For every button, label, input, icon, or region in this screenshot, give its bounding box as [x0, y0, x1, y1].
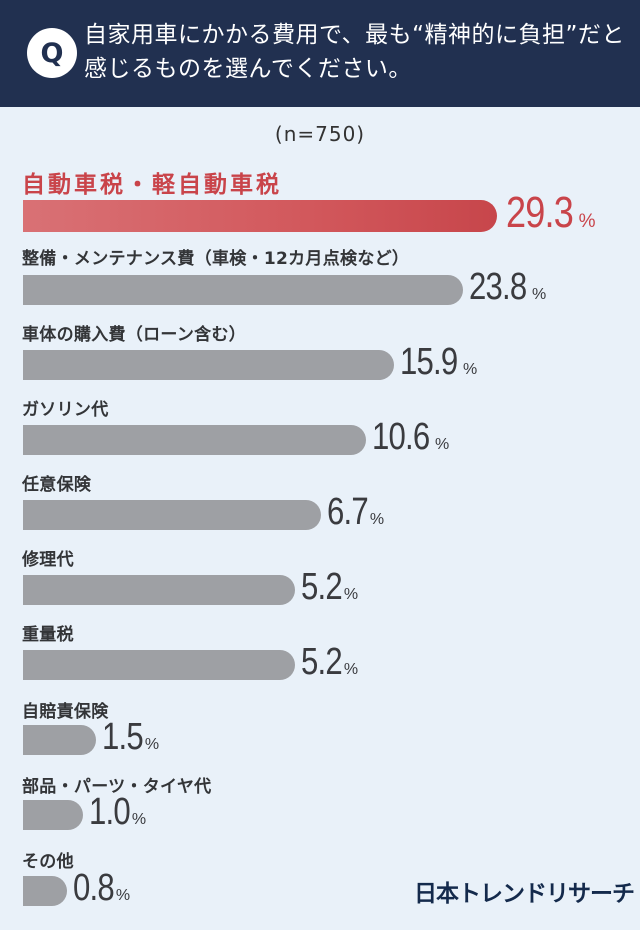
bar-value: 1.5%	[102, 716, 159, 759]
question-header: Q 自家用車にかかる費用で、最も“精神的に負担”だと感じるものを選んでください。	[0, 0, 640, 107]
bar-value: 23.8%	[469, 266, 546, 309]
value-number: 1.5	[102, 716, 144, 758]
bar-label: 修理代	[22, 550, 74, 570]
bar	[23, 876, 67, 906]
value-unit: %	[369, 511, 385, 528]
bar-value: 5.2%	[301, 566, 358, 609]
bar-value: 10.6%	[372, 416, 449, 459]
bar-value: 15.9%	[400, 341, 477, 384]
question-text: 自家用車にかかる費用で、最も“精神的に負担”だと感じるものを選んでください。	[84, 22, 625, 82]
bar	[23, 800, 83, 830]
bar-label: 重量税	[22, 625, 74, 645]
bar	[23, 350, 394, 380]
bar-label: 自賠責保険	[22, 702, 109, 722]
value-number: 23.8	[469, 266, 527, 308]
value-unit: %	[343, 586, 359, 603]
bar	[23, 725, 96, 755]
value-unit: %	[578, 211, 596, 232]
value-number: 29.3	[506, 188, 574, 237]
bar-label: 自動車税・軽自動車税	[22, 172, 282, 198]
value-number: 0.8	[73, 867, 115, 909]
question-badge-icon: Q	[27, 28, 77, 78]
value-unit: %	[131, 811, 147, 828]
bar	[23, 575, 295, 605]
bar	[23, 275, 463, 305]
bar-value: 1.0%	[89, 791, 146, 834]
value-unit: %	[434, 436, 450, 453]
value-unit: %	[343, 661, 359, 678]
sample-size: (n=750)	[274, 122, 366, 146]
bar	[23, 650, 295, 680]
value-unit: %	[462, 361, 478, 378]
value-number: 6.7	[327, 491, 369, 533]
bar	[23, 200, 497, 232]
value-number: 5.2	[301, 566, 343, 608]
bar-value: 29.3%	[506, 188, 596, 238]
value-number: 10.6	[372, 416, 430, 458]
value-number: 1.0	[89, 791, 131, 833]
bar	[23, 425, 366, 455]
bar-value: 0.8%	[73, 867, 130, 910]
brand-logo: 日本トレンドリサーチ	[414, 881, 635, 907]
bar-label: 車体の購入費（ローン含む）	[22, 325, 247, 345]
value-unit: %	[115, 887, 131, 904]
bar-label: その他	[22, 852, 74, 872]
bar-value: 6.7%	[327, 491, 384, 534]
bar-label: 整備・メンテナンス費（車検・12カ月点検など）	[22, 249, 410, 269]
bar-label: ガソリン代	[22, 400, 109, 420]
bar-value: 5.2%	[301, 641, 358, 684]
value-unit: %	[144, 736, 160, 753]
value-number: 15.9	[400, 341, 458, 383]
bar-label: 部品・パーツ・タイヤ代	[22, 777, 212, 797]
bar-label: 任意保険	[22, 475, 92, 495]
bar	[23, 500, 321, 530]
value-number: 5.2	[301, 641, 343, 683]
value-unit: %	[531, 286, 547, 303]
